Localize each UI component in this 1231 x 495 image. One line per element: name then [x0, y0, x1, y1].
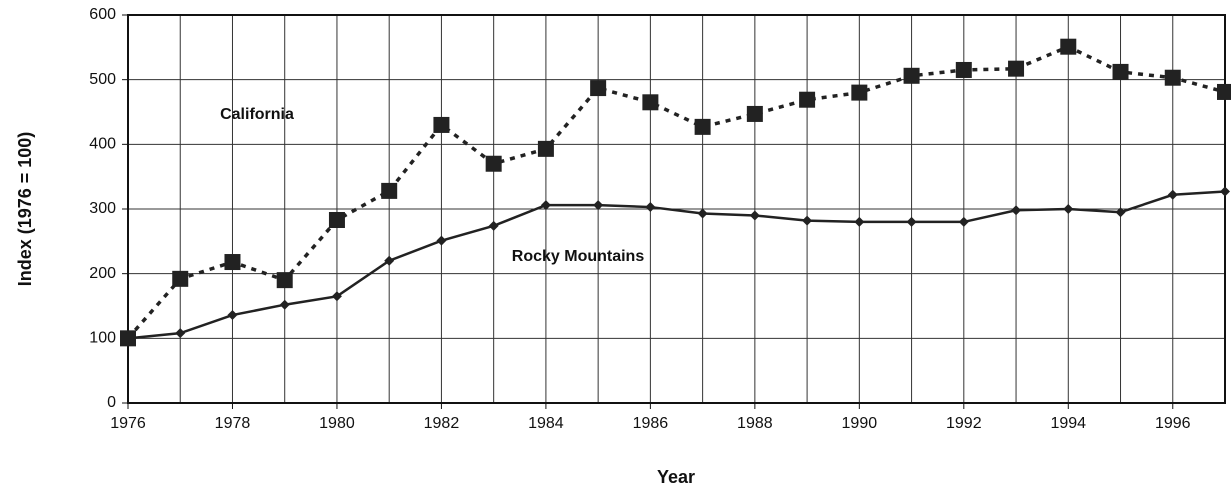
- y-axis-label: Index (1976 = 100): [15, 132, 35, 287]
- marker: [331, 291, 342, 302]
- x-tick-label: 1982: [424, 415, 460, 432]
- marker: [1217, 83, 1231, 100]
- marker: [276, 272, 293, 289]
- marker: [958, 216, 969, 227]
- y-tick-label: 500: [89, 71, 116, 88]
- marker: [485, 155, 502, 172]
- marker: [1060, 38, 1077, 55]
- marker: [903, 67, 920, 84]
- marker: [746, 105, 763, 122]
- marker: [175, 328, 186, 339]
- marker: [642, 94, 659, 111]
- marker: [590, 80, 607, 97]
- plot-frame: [127, 14, 1226, 404]
- y-tick-label: 200: [89, 265, 116, 282]
- x-tick-label: 1976: [110, 415, 146, 432]
- marker: [488, 220, 499, 231]
- y-tick-label: 300: [89, 200, 116, 217]
- x-tick-label: 1980: [319, 415, 355, 432]
- marker: [799, 91, 816, 108]
- marker: [697, 208, 708, 219]
- marker: [433, 116, 450, 133]
- marker: [593, 200, 604, 211]
- series-line: [127, 190, 1226, 340]
- marker: [694, 118, 711, 135]
- marker: [749, 210, 760, 221]
- marker: [851, 84, 868, 101]
- x-tick-label: 1988: [737, 415, 773, 432]
- x-tick-label: 1990: [842, 415, 878, 432]
- marker: [123, 333, 133, 344]
- marker: [1008, 60, 1025, 77]
- marker: [802, 215, 813, 226]
- series-label: California: [220, 106, 294, 123]
- marker: [227, 310, 238, 321]
- marker: [645, 202, 656, 213]
- x-tick-label: 1978: [215, 415, 251, 432]
- marker: [279, 299, 290, 310]
- x-tick-label: 1984: [528, 415, 564, 432]
- x-tick-label: 1992: [946, 415, 982, 432]
- marker: [906, 216, 917, 227]
- marker: [384, 255, 395, 266]
- marker: [537, 140, 554, 157]
- marker: [436, 235, 447, 246]
- y-tick-label: 400: [89, 136, 116, 153]
- y-tick-label: 600: [89, 6, 116, 23]
- marker: [328, 211, 345, 228]
- marker: [540, 200, 551, 211]
- y-tick-label: 100: [89, 330, 116, 347]
- x-tick-label: 1994: [1050, 415, 1086, 432]
- series-line: [126, 44, 1226, 340]
- marker: [955, 61, 972, 78]
- marker: [224, 254, 241, 271]
- marker: [1220, 186, 1230, 197]
- x-axis-label: Year: [657, 467, 695, 487]
- series-label: Rocky Mountains: [512, 248, 645, 265]
- x-tick-label: 1996: [1155, 415, 1191, 432]
- marker: [1063, 204, 1074, 214]
- y-tick-label: 0: [107, 394, 116, 411]
- marker: [1112, 63, 1129, 80]
- marker: [854, 216, 865, 227]
- marker: [1167, 189, 1178, 200]
- marker: [172, 270, 189, 287]
- marker: [1164, 69, 1181, 86]
- marker: [1115, 207, 1126, 218]
- marker: [381, 182, 398, 199]
- x-tick-label: 1986: [633, 415, 669, 432]
- marker: [1011, 205, 1022, 216]
